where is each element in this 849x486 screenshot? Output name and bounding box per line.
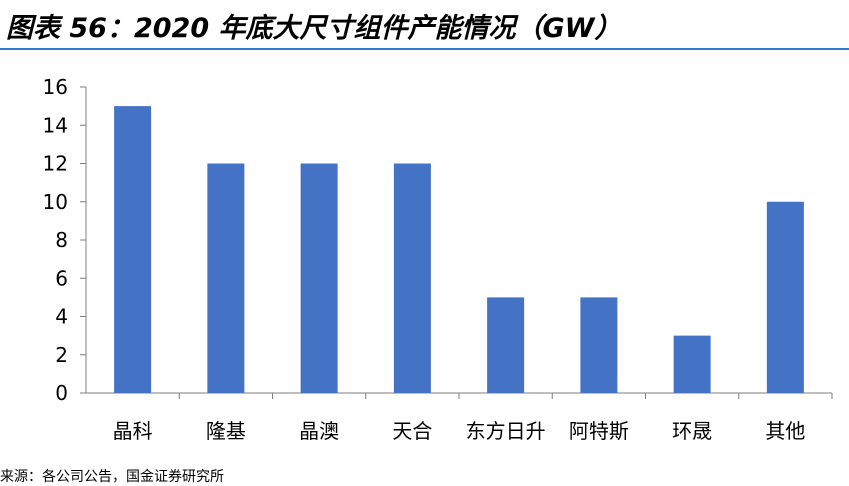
y-tick-label: 4 (55, 305, 68, 329)
bar-0 (114, 106, 152, 393)
y-tick-label: 14 (43, 113, 68, 137)
y-tick-label: 16 (43, 75, 68, 99)
page-title: 图表 56：2020 年底大尺寸组件产能情况（GW） (6, 13, 622, 44)
y-tick-label: 10 (43, 190, 68, 214)
x-tick-label: 环晟 (672, 419, 712, 443)
y-tick-label: 6 (55, 266, 68, 290)
x-tick-label: 阿特斯 (569, 419, 629, 443)
source-note: 来源：各公司公告，国金证券研究所 (0, 469, 224, 485)
y-tick-label: 2 (55, 343, 68, 367)
y-tick-label: 0 (55, 381, 68, 405)
x-tick-label: 东方日升 (466, 419, 546, 443)
y-tick-label: 8 (55, 228, 68, 252)
bar-4 (487, 297, 525, 393)
bar-3 (393, 163, 431, 393)
x-tick-label: 其他 (765, 419, 805, 443)
bar-5 (580, 297, 618, 393)
bar-2 (300, 163, 338, 393)
bar-chart: 0 2 4 6 8 10 12 14 16 晶科 隆基 晶澳 天合 东方日升 阿特斯 环晟 其他 (43, 75, 833, 443)
x-tick-label: 隆基 (206, 419, 246, 443)
x-tick-label: 晶澳 (299, 419, 339, 443)
bar-1 (207, 163, 245, 393)
x-tick-label: 晶科 (113, 419, 153, 443)
bar-7 (766, 201, 804, 393)
title-bar: 图表 56：2020 年底大尺寸组件产能情况（GW） (0, 0, 849, 50)
y-tick-label: 12 (43, 152, 68, 176)
bar-6 (673, 335, 711, 393)
x-tick-label: 天合 (392, 419, 432, 443)
